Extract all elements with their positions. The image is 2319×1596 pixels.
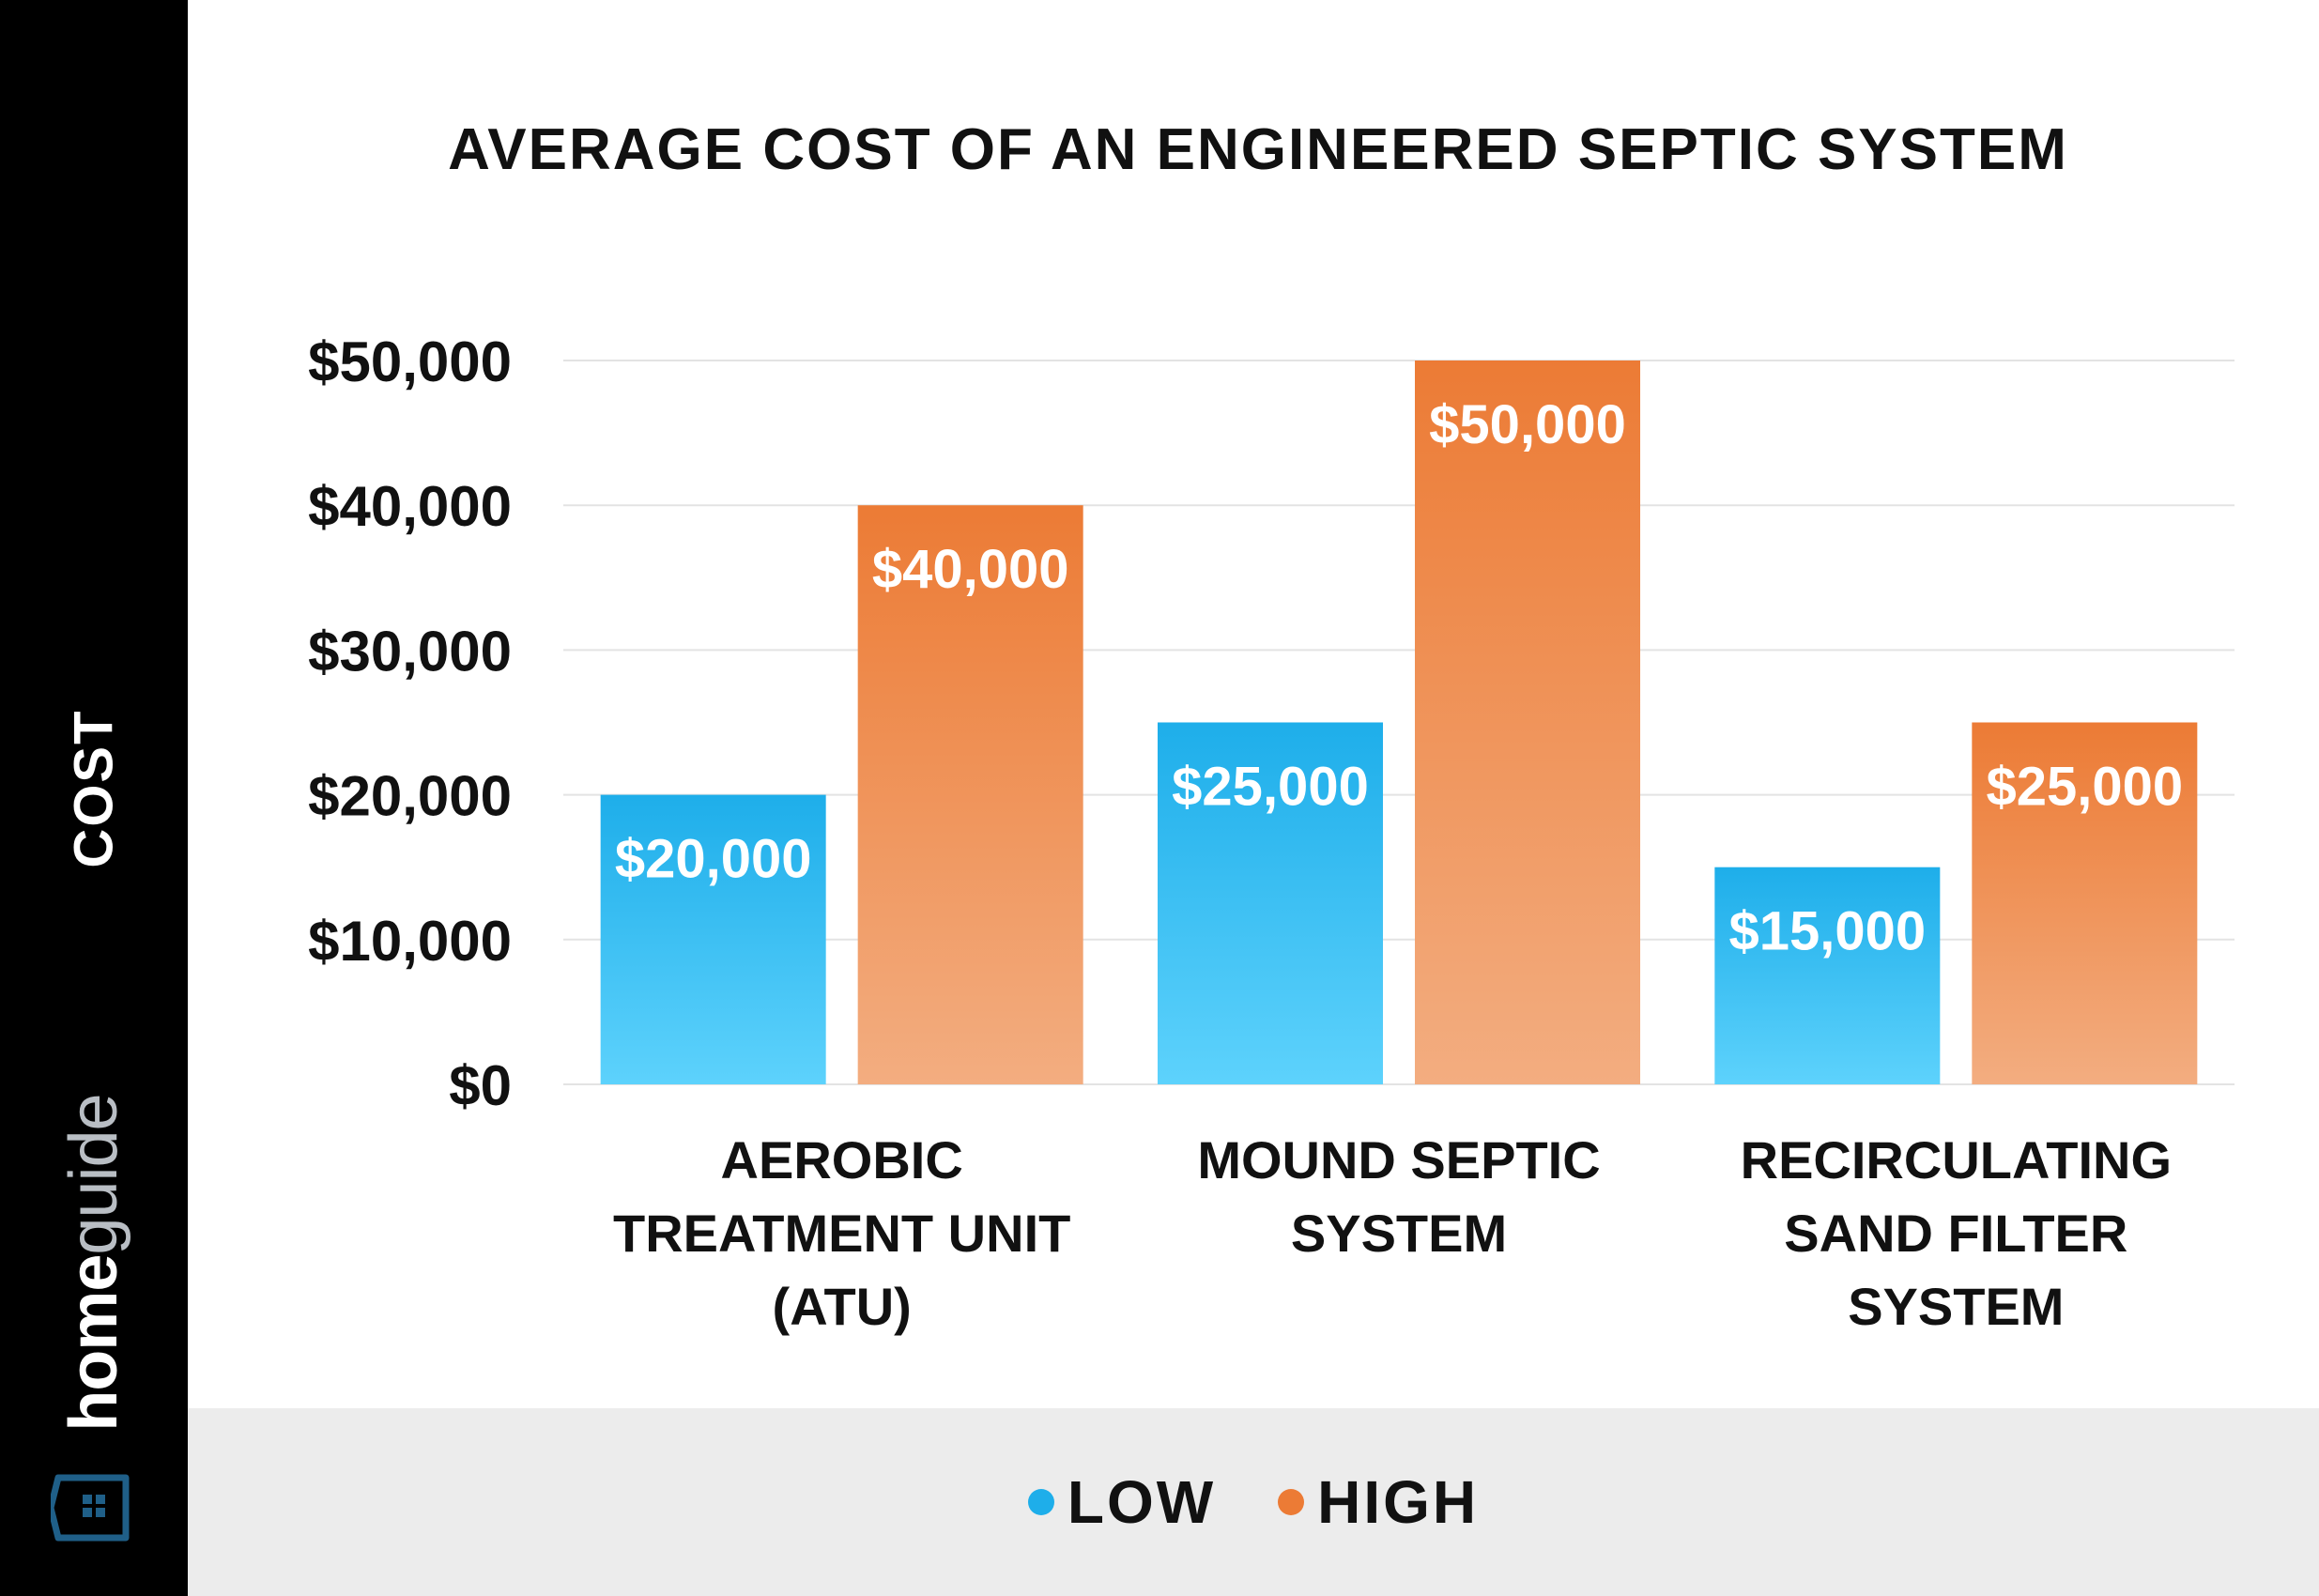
bar-high	[1972, 722, 2198, 1084]
x-category-label-line: SYSTEM	[1848, 1277, 2064, 1336]
y-tick-label: $10,000	[308, 910, 512, 973]
x-category-label: MOUND SEPTIC SYSTEM	[1197, 1130, 1600, 1263]
x-category-label-line: RECIRCULATING	[1741, 1130, 2172, 1189]
legend-dot-icon	[1278, 1489, 1305, 1515]
data-label: $40,000	[872, 539, 1069, 600]
chart-title: AVERAGE COST OF AN ENGINEERED SEPTIC SYS…	[448, 117, 2068, 182]
x-category-label-line: AEROBIC	[721, 1130, 963, 1189]
y-tick-label: $50,000	[308, 330, 512, 393]
y-tick-label: $40,000	[308, 475, 512, 538]
legend-item-low: LOW	[1027, 1467, 1217, 1537]
y-tick-label: $0	[449, 1054, 512, 1117]
legend: LOW HIGH	[188, 1408, 2319, 1596]
x-category-label-line: SAND FILTER	[1784, 1204, 2127, 1263]
bar-low	[1714, 867, 1941, 1084]
house-logo-icon	[51, 1474, 130, 1542]
x-category-label-line: SYSTEM	[1291, 1204, 1507, 1263]
x-category-label: RECIRCULATING SAND FILTER SYSTEM	[1741, 1130, 2172, 1336]
x-category-label-line: TREATMENT UNIT	[613, 1204, 1070, 1263]
y-tick-label: $30,000	[308, 620, 512, 683]
legend-dot-icon	[1027, 1489, 1054, 1515]
data-label: $50,000	[1429, 394, 1626, 455]
chart: AVERAGE COST OF AN ENGINEERED SEPTIC SYS…	[308, 117, 2235, 1336]
legend-item-high: HIGH	[1278, 1467, 1479, 1537]
x-category-label: AEROBIC TREATMENT UNIT (ATU)	[613, 1130, 1070, 1336]
data-label: $15,000	[1729, 901, 1927, 962]
sidebar: COST homeguide	[0, 0, 188, 1596]
bar-low	[600, 794, 826, 1084]
legend-label: LOW	[1067, 1468, 1217, 1536]
x-category-label-line: (ATU)	[773, 1277, 912, 1336]
bar-low	[1158, 722, 1383, 1084]
data-label: $20,000	[615, 829, 812, 890]
y-tick-label: $20,000	[308, 765, 512, 828]
data-label: $25,000	[1172, 757, 1369, 818]
data-label: $25,000	[1987, 757, 2184, 818]
x-category-label-line: MOUND SEPTIC	[1197, 1130, 1600, 1189]
legend-band: LOW HIGH	[188, 1408, 2319, 1596]
bar-high	[1415, 361, 1640, 1084]
legend-label: HIGH	[1317, 1468, 1480, 1536]
bar-high	[857, 505, 1083, 1084]
